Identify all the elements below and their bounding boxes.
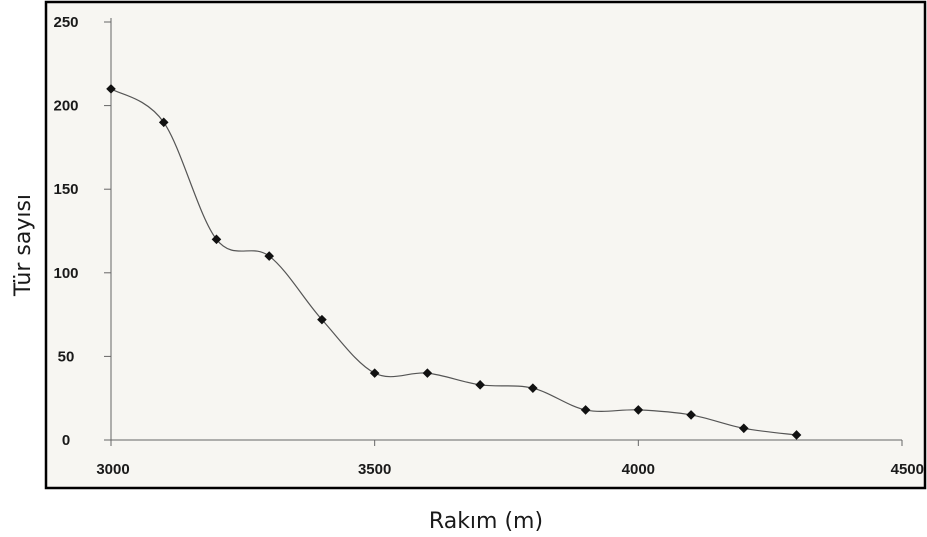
data-point-marker <box>475 380 485 390</box>
data-point-marker <box>791 430 802 440</box>
plot-frame <box>44 0 927 490</box>
y-tick-label: 100 <box>53 265 78 282</box>
x-tick-label: 4500 <box>891 461 924 478</box>
x-axis-title: Rakım (m) <box>429 509 543 534</box>
data-point-marker <box>739 423 749 434</box>
data-point-marker <box>211 234 222 245</box>
data-point-marker <box>158 117 169 128</box>
data-point-marker <box>106 84 116 94</box>
data-point-marker <box>580 405 591 415</box>
y-tick-label: 200 <box>53 98 78 115</box>
y-tick-label: 0 <box>62 432 70 449</box>
data-point-marker <box>422 368 433 378</box>
data-point-marker <box>528 383 538 393</box>
y-tick-label: 150 <box>53 181 78 198</box>
y-tick-label: 250 <box>53 14 78 31</box>
data-point-marker <box>686 410 696 420</box>
data-point-marker <box>633 405 644 415</box>
x-tick-label: 4000 <box>622 461 655 478</box>
data-point-marker <box>317 314 327 325</box>
y-axis-ticks: 0 50 100 150 200 250 <box>53 14 111 449</box>
y-axis-title: Tür sayısı <box>11 194 36 297</box>
y-tick-label: 50 <box>58 348 75 365</box>
x-tick-label: 3500 <box>358 461 391 478</box>
series-markers <box>106 84 802 440</box>
data-point-marker <box>264 251 274 261</box>
x-tick-label: 3000 <box>96 461 129 478</box>
x-axis-ticks: 3000 3500 4000 4500 <box>96 440 924 478</box>
data-point-marker <box>369 368 380 378</box>
